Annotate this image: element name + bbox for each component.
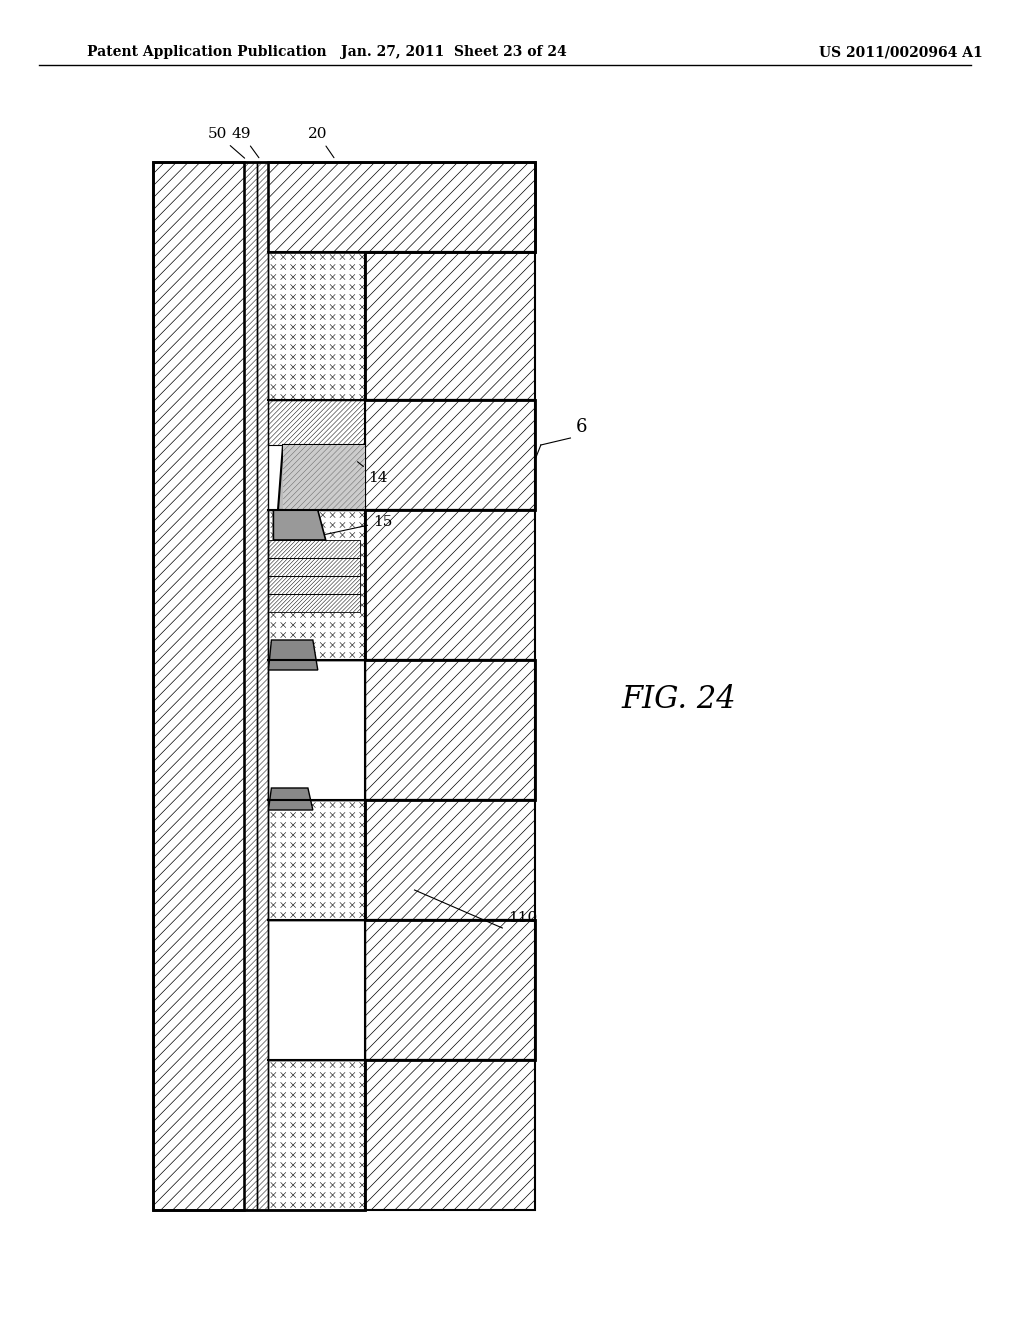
Bar <box>268 594 360 612</box>
Bar <box>268 400 366 445</box>
Bar <box>268 510 366 660</box>
Bar <box>268 162 535 252</box>
Bar <box>366 920 535 1060</box>
Bar <box>366 400 535 510</box>
Text: 110: 110 <box>508 911 538 925</box>
Bar <box>268 558 360 576</box>
Bar <box>366 800 535 920</box>
Polygon shape <box>273 510 326 540</box>
Bar <box>366 1060 535 1210</box>
Text: 14: 14 <box>357 462 388 484</box>
Polygon shape <box>268 640 317 671</box>
Bar <box>268 558 360 576</box>
Bar <box>268 540 360 558</box>
Bar <box>153 162 244 1210</box>
Bar <box>257 162 268 1210</box>
Bar <box>268 252 366 400</box>
Bar <box>268 510 366 660</box>
Bar <box>366 252 535 400</box>
Text: 50: 50 <box>207 127 245 158</box>
Text: Patent Application Publication: Patent Application Publication <box>87 45 327 59</box>
Bar <box>153 162 244 1210</box>
Polygon shape <box>268 788 313 810</box>
Bar <box>366 510 535 660</box>
Bar <box>268 800 366 920</box>
Bar <box>366 800 535 920</box>
Bar <box>366 252 535 400</box>
Text: Jan. 27, 2011  Sheet 23 of 24: Jan. 27, 2011 Sheet 23 of 24 <box>341 45 567 59</box>
Bar <box>366 660 535 800</box>
Bar <box>366 510 535 660</box>
Text: FIG. 24: FIG. 24 <box>622 685 736 715</box>
Text: 15: 15 <box>326 515 392 535</box>
Bar <box>268 800 366 920</box>
Bar <box>268 1060 366 1210</box>
Bar <box>268 1060 366 1210</box>
Text: 6: 6 <box>575 418 587 436</box>
Bar <box>268 252 366 400</box>
Text: US 2011/0020964 A1: US 2011/0020964 A1 <box>819 45 983 59</box>
Bar <box>268 576 360 594</box>
Bar <box>268 920 366 1060</box>
Bar <box>366 1060 535 1210</box>
Bar <box>366 920 535 1060</box>
Bar <box>257 162 268 1210</box>
Bar <box>366 660 535 800</box>
Bar <box>268 400 366 445</box>
Bar <box>268 162 535 252</box>
Polygon shape <box>279 445 366 510</box>
Bar <box>244 162 257 1210</box>
Text: 20: 20 <box>308 127 334 157</box>
Bar <box>268 540 360 558</box>
Bar <box>268 660 366 800</box>
Text: 49: 49 <box>231 127 259 158</box>
Bar <box>366 400 535 510</box>
Bar <box>244 162 257 1210</box>
Bar <box>284 445 366 510</box>
Bar <box>268 576 360 594</box>
Bar <box>268 594 360 612</box>
